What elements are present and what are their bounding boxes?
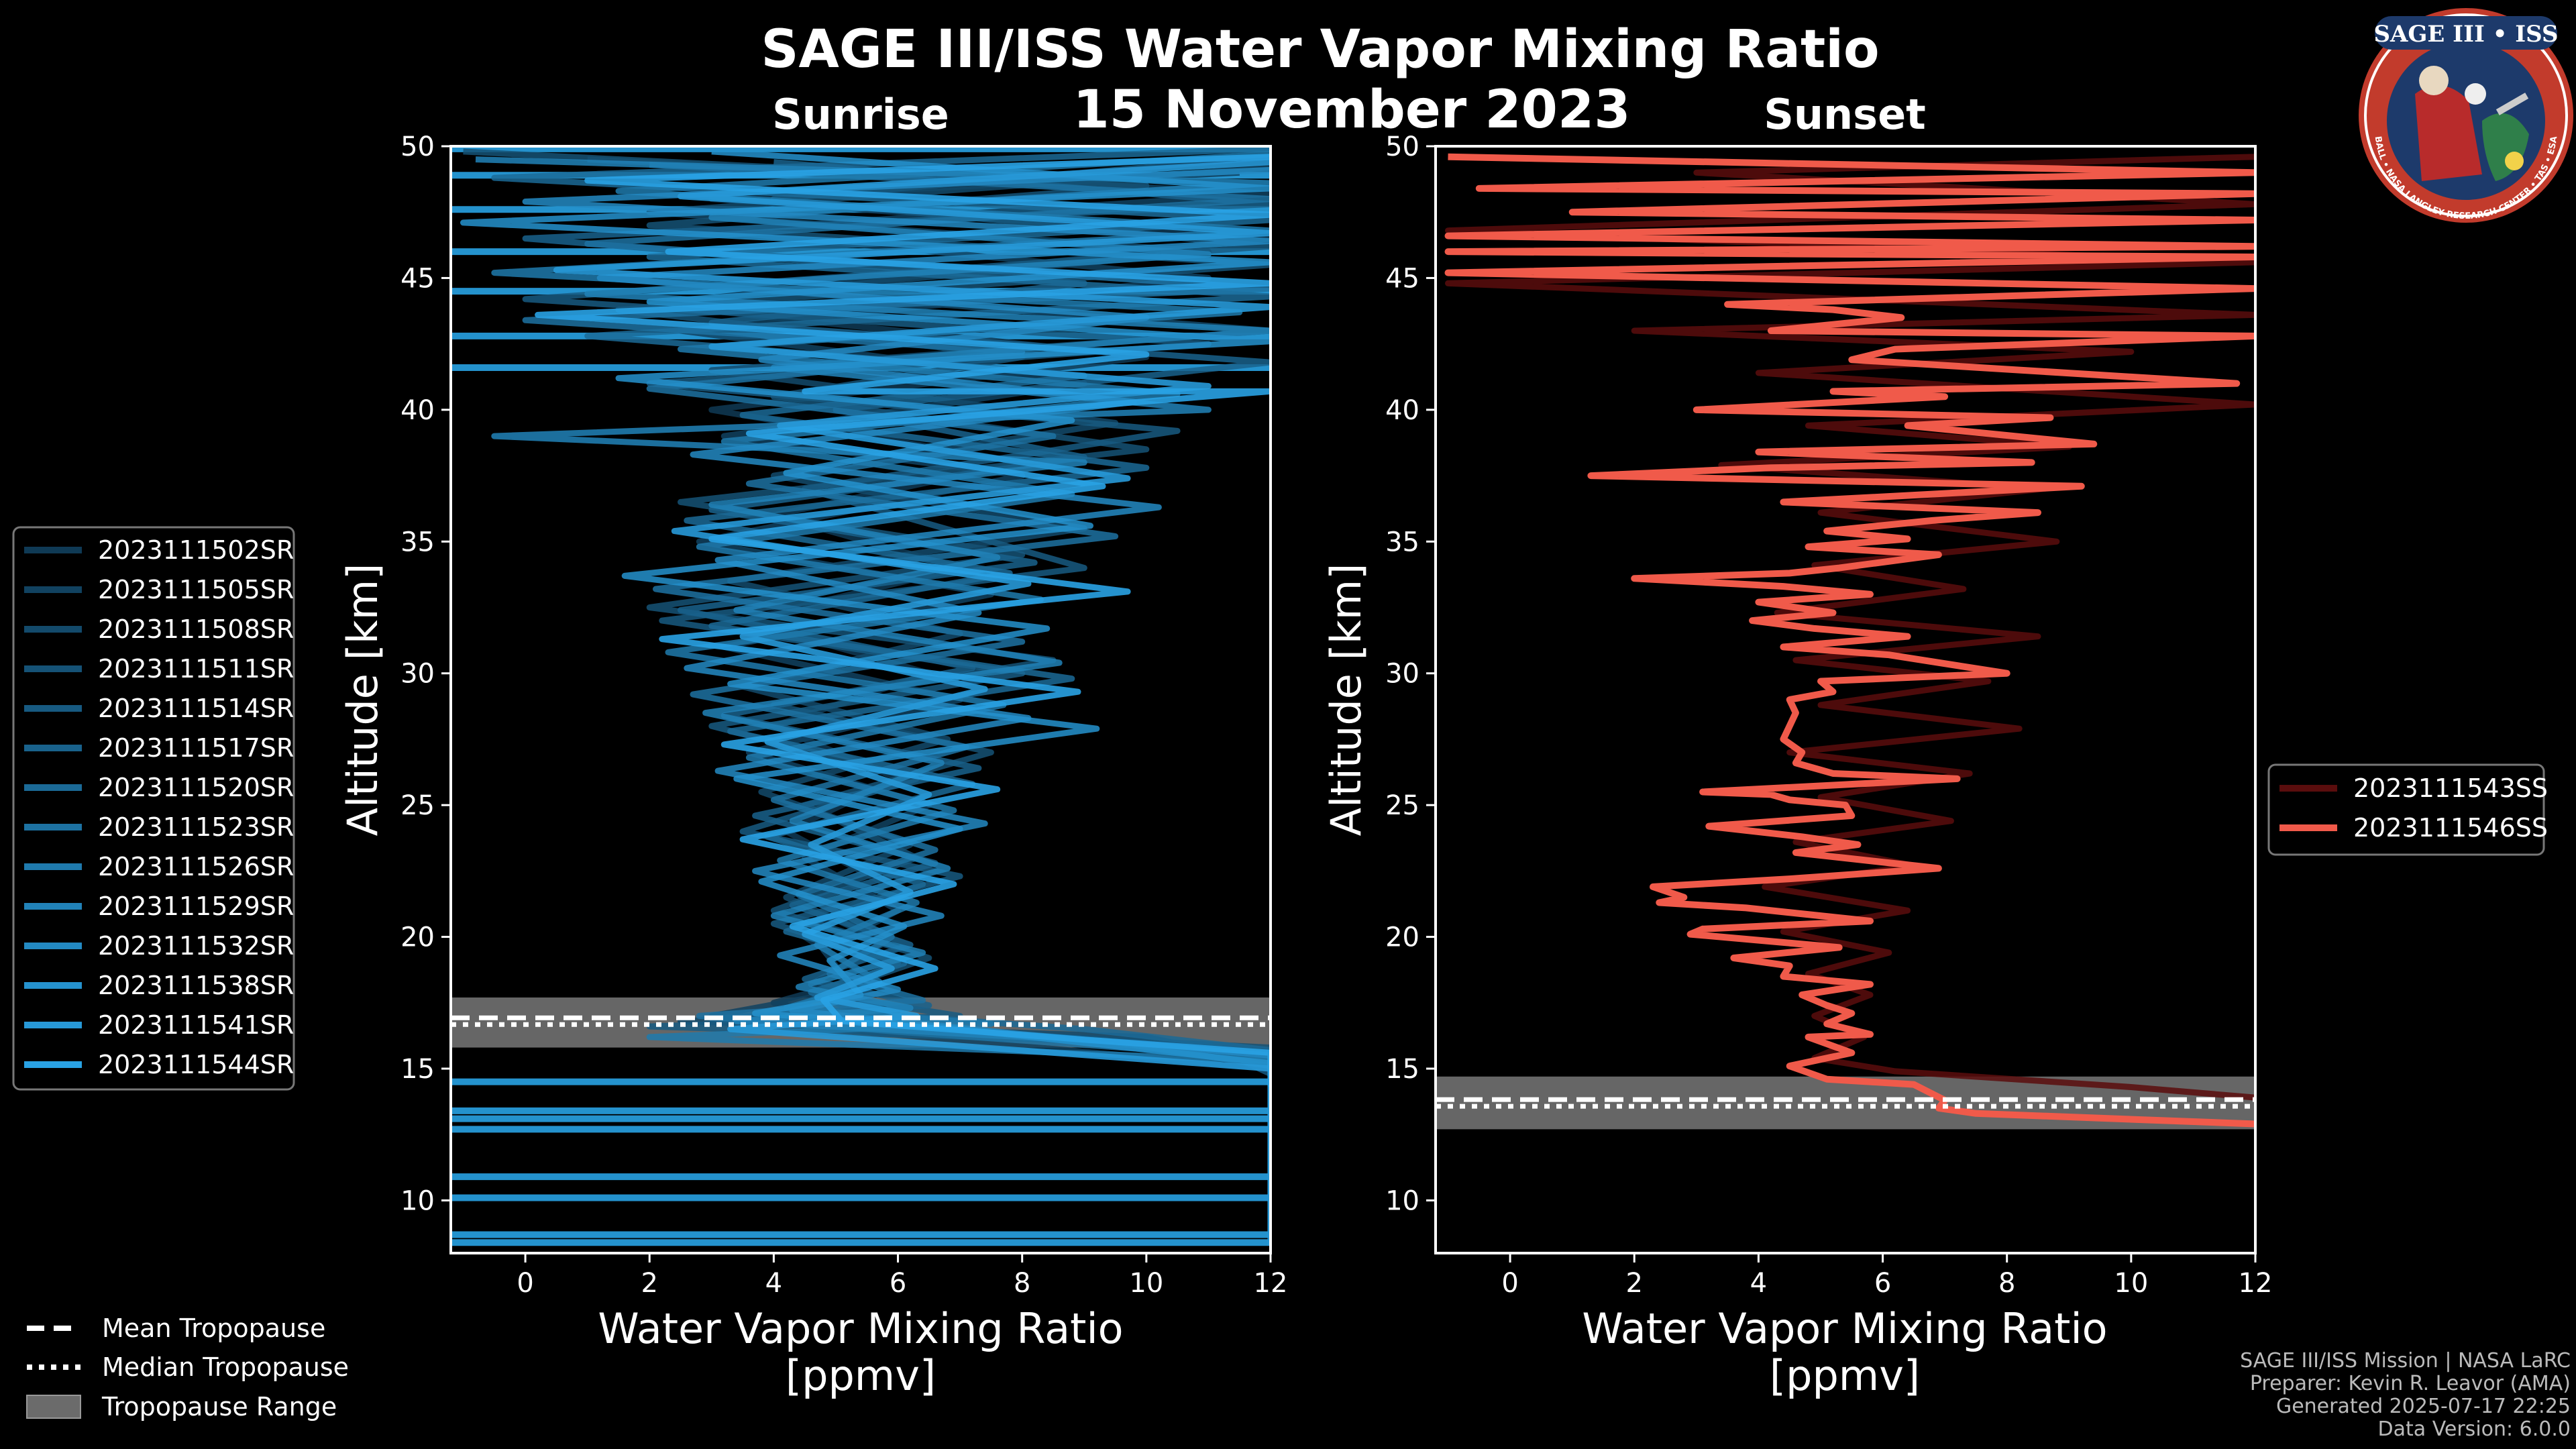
sunrise-ytick-label: 30 <box>400 659 435 690</box>
sunrise-legend: 2023111502SR 2023111505SR 2023111508SR 2023… <box>12 526 295 1091</box>
sunset-ytick-label: 50 <box>1385 131 1419 162</box>
sunrise-ytick-label: 45 <box>400 263 435 294</box>
legend-label-2023111511SR: 2023111511SR <box>98 654 294 684</box>
legend-label-2023111523SR: 2023111523SR <box>98 812 294 842</box>
series-line-2023111543SS <box>1445 154 2255 1101</box>
legend-label-2023111541SR: 2023111541SR <box>98 1010 294 1040</box>
sage-iii-iss-logo: SAGE III • ISS BALL • NASA LANGLEY RESEA… <box>2359 8 2573 223</box>
sunrise-xtick-label: 2 <box>641 1268 658 1299</box>
legend-label-2023111538SR: 2023111538SR <box>98 971 294 1000</box>
subtitle-sunrise: Sunrise <box>772 90 949 139</box>
sunset-ytick-label: 30 <box>1385 659 1419 690</box>
sunset-xtick-label: 10 <box>2114 1268 2148 1299</box>
sunset-legend-box <box>2267 763 2545 856</box>
series-line-2023111538SR <box>460 148 1271 1238</box>
credit-line-4: Data Version: 6.0.0 <box>2378 1417 2571 1441</box>
credit-line-1: SAGE III/ISS Mission | NASA LaRC <box>2240 1349 2571 1373</box>
legend-label-2023111502SR: 2023111502SR <box>98 535 294 565</box>
legend-label-2023111520SR: 2023111520SR <box>98 773 294 802</box>
logo-banner <box>2375 16 2557 50</box>
sunrise-xtick-label: 12 <box>1254 1268 1288 1299</box>
sunrise-ytick-label: 50 <box>400 131 435 162</box>
sunset-xtick-label: 8 <box>1998 1268 2015 1299</box>
sunset-xtick-label: 4 <box>1750 1268 1767 1299</box>
chart-date: 15 November 2023 <box>1073 80 1630 140</box>
legend-label-2023111517SR: 2023111517SR <box>98 733 294 763</box>
logo-figure-robe <box>2415 85 2482 181</box>
median-tropopause-label: Median Tropopause <box>102 1352 349 1382</box>
legend-label-2023111543SS: 2023111543SS <box>2353 773 2548 803</box>
sunrise-legend-box <box>12 526 295 1091</box>
sunset-xtick-label: 0 <box>1501 1268 1518 1299</box>
tropopause-range-label: Tropopause Range <box>101 1392 337 1421</box>
sunrise-ytick-label: 35 <box>400 527 435 557</box>
sunset-legend: 2023111543SS 2023111546SS <box>2267 763 2548 856</box>
logo-title: SAGE III • ISS <box>2373 21 2558 48</box>
sunset-xlabel-line1: Water Vapor Mixing Ratio <box>1582 1304 2107 1353</box>
sunrise-xtick-label: 0 <box>517 1268 533 1299</box>
series-line-2023111546SS <box>1444 153 2255 1128</box>
sunrise-ytick-label: 40 <box>400 395 435 426</box>
logo-figure-head <box>2419 66 2449 95</box>
sunset-ytick-label: 40 <box>1385 395 1419 426</box>
logo-ring-border <box>2364 13 2568 217</box>
logo-sun <box>2505 152 2524 170</box>
sunrise-panel: 0 2 4 6 8 10 12 10 15 20 25 30 35 40 45 50 Water Vapor … <box>338 131 1287 1400</box>
sunset-ytick-label: 20 <box>1385 922 1419 953</box>
sunrise-ylabel: Altitude [km] <box>338 564 387 837</box>
sunset-ytick-label: 10 <box>1385 1185 1419 1216</box>
sunrise-ytick-label: 15 <box>400 1054 435 1085</box>
tropopause-legend: Mean Tropopause Median Tropopause Tropop… <box>26 1313 349 1421</box>
legend-label-2023111514SR: 2023111514SR <box>98 694 294 723</box>
legend-label-2023111546SS: 2023111546SS <box>2353 813 2548 843</box>
sunrise-ytick-label: 25 <box>400 790 435 821</box>
legend-label-2023111532SR: 2023111532SR <box>98 931 294 961</box>
sunrise-xtick-label: 8 <box>1014 1268 1030 1299</box>
sunrise-xlabel-line2: [ppmv] <box>786 1351 936 1400</box>
sunrise-xtick-label: 4 <box>765 1268 782 1299</box>
logo-iss <box>2496 93 2529 115</box>
legend-label-2023111505SR: 2023111505SR <box>98 575 294 604</box>
legend-label-2023111544SR: 2023111544SR <box>98 1050 294 1079</box>
sunrise-xtick-label: 6 <box>890 1268 906 1299</box>
legend-label-2023111526SR: 2023111526SR <box>98 852 294 881</box>
sunrise-xtick-label: 10 <box>1129 1268 1163 1299</box>
sunset-ytick-label: 25 <box>1385 790 1419 821</box>
sunset-ytick-label: 15 <box>1385 1054 1419 1085</box>
sunset-ytick-label: 35 <box>1385 527 1419 557</box>
mean-tropopause-label: Mean Tropopause <box>102 1313 325 1343</box>
series-line-2023111532SR <box>522 166 1271 1198</box>
sunset-xtick-label: 6 <box>1874 1268 1891 1299</box>
sunset-xtick-label: 12 <box>2239 1268 2273 1299</box>
sunrise-axes-frame <box>449 145 1272 1254</box>
sunset-panel: 0 2 4 6 8 10 12 10 15 20 25 30 35 40 45 50 Water Vapor … <box>1322 131 2272 1400</box>
legend-label-2023111529SR: 2023111529SR <box>98 892 294 921</box>
sunrise-xlabel-line1: Water Vapor Mixing Ratio <box>598 1304 1123 1353</box>
sunset-ytick-label: 45 <box>1385 263 1419 294</box>
sunset-ylabel: Altitude [km] <box>1322 564 1371 837</box>
series-line-2023111544SR <box>535 154 1271 1087</box>
sunrise-ytick-label: 20 <box>400 922 435 953</box>
credit-line-2: Preparer: Kevin R. Leavor (AMA) <box>2250 1372 2571 1395</box>
credits: SAGE III/ISS Mission | NASA LaRC Prepare… <box>2240 1349 2571 1441</box>
subtitle-sunset: Sunset <box>1764 90 1926 139</box>
credit-line-3: Generated 2025-07-17 22:25 <box>2276 1395 2571 1418</box>
tropopause-range-swatch <box>26 1395 81 1419</box>
sunset-xlabel-line2: [ppmv] <box>1770 1351 1920 1400</box>
chart-title: SAGE III/ISS Water Vapor Mixing Ratio <box>761 19 1879 80</box>
sunset-axes-frame <box>1434 145 2257 1254</box>
sunrise-ytick-label: 10 <box>400 1185 435 1216</box>
legend-label-2023111508SR: 2023111508SR <box>98 614 294 644</box>
logo-moon <box>2465 83 2486 105</box>
sunset-xtick-label: 2 <box>1626 1268 1643 1299</box>
